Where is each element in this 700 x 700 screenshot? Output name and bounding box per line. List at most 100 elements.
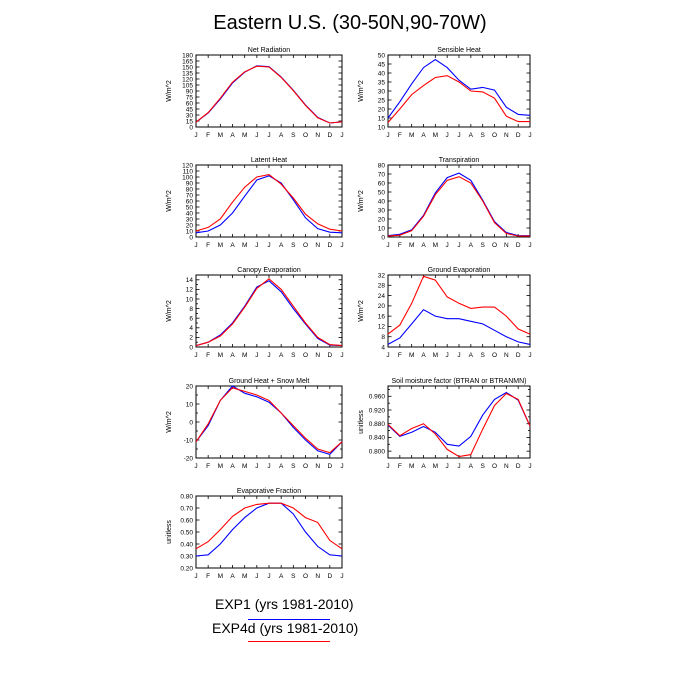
x-tick-label: J xyxy=(267,573,270,580)
x-tick-label: S xyxy=(480,132,485,139)
x-tick-label: A xyxy=(279,352,284,359)
y-axis-label: W/m^2 xyxy=(166,411,173,433)
y-tick-label: 50 xyxy=(186,204,194,211)
legend-line-exp1 xyxy=(248,619,330,620)
x-tick-label: J xyxy=(340,463,343,470)
x-tick-label: J xyxy=(457,242,460,249)
x-tick-label: J xyxy=(446,463,449,470)
y-tick-label: 40 xyxy=(378,198,386,205)
x-tick-label: J xyxy=(386,132,389,139)
x-tick-label: D xyxy=(327,463,332,470)
x-tick-label: M xyxy=(433,352,438,359)
y-tick-label: 0 xyxy=(381,234,385,241)
x-tick-label: M xyxy=(242,573,247,580)
y-tick-label: 35 xyxy=(378,79,386,86)
x-tick-label: M xyxy=(433,242,438,249)
y-tick-label: 0 xyxy=(189,124,193,131)
y-tick-label: 0.30 xyxy=(180,553,193,560)
y-tick-label: 20 xyxy=(378,216,386,223)
x-tick-label: O xyxy=(492,463,497,470)
y-tick-label: 10 xyxy=(186,228,194,235)
y-tick-label: 0.880 xyxy=(369,421,386,428)
plot-frame xyxy=(387,385,531,459)
y-tick-label: 14 xyxy=(186,277,194,284)
x-tick-label: D xyxy=(516,463,521,470)
y-tick-label: 70 xyxy=(186,192,194,199)
y-tick-label: 8 xyxy=(381,334,385,341)
x-tick-label: O xyxy=(303,352,308,359)
y-axis-label: W/m^2 xyxy=(358,190,365,212)
chart-panel: Soil moisture factor (BTRAN or BTRANMN) J… xyxy=(358,378,532,470)
x-tick-label: D xyxy=(327,132,332,139)
x-tick-label: F xyxy=(398,352,402,359)
plot-frame xyxy=(387,54,531,128)
x-tick-label: M xyxy=(218,352,223,359)
x-tick-label: N xyxy=(504,463,509,470)
y-tick-label: 40 xyxy=(186,210,194,217)
x-tick-label: A xyxy=(230,352,235,359)
x-tick-label: M xyxy=(218,573,223,580)
y-tick-label: 10 xyxy=(378,225,386,232)
y-tick-label: 0.920 xyxy=(369,407,386,414)
x-tick-label: S xyxy=(291,242,296,249)
x-tick-label: J xyxy=(446,242,449,249)
x-tick-label: J xyxy=(457,132,460,139)
y-axis-label: W/m^2 xyxy=(358,300,365,322)
x-tick-label: J xyxy=(457,463,460,470)
y-tick-label: 120 xyxy=(182,76,193,83)
y-tick-label: 120 xyxy=(182,162,193,169)
x-tick-label: O xyxy=(303,242,308,249)
y-tick-label: 105 xyxy=(182,82,193,89)
y-tick-label: -10 xyxy=(184,437,194,444)
x-tick-label: D xyxy=(516,132,521,139)
y-tick-label: 150 xyxy=(182,64,193,71)
x-tick-label: N xyxy=(504,242,509,249)
x-tick-label: N xyxy=(315,352,320,359)
y-tick-label: 0.20 xyxy=(180,565,193,572)
y-tick-label: 50 xyxy=(378,52,386,59)
x-tick-label: D xyxy=(327,242,332,249)
x-tick-label: F xyxy=(206,242,210,249)
series-line-exp1 xyxy=(387,309,531,345)
x-tick-label: A xyxy=(230,573,235,580)
x-tick-label: J xyxy=(446,132,449,139)
x-tick-label: A xyxy=(279,573,284,580)
x-tick-label: S xyxy=(291,352,296,359)
y-tick-label: 30 xyxy=(186,216,194,223)
y-tick-label: 30 xyxy=(378,207,386,214)
x-tick-label: N xyxy=(315,242,320,249)
x-tick-label: J xyxy=(255,352,258,359)
x-tick-label: O xyxy=(303,573,308,580)
x-tick-label: M xyxy=(218,132,223,139)
y-tick-label: 0 xyxy=(189,419,193,426)
y-tick-label: 30 xyxy=(378,88,386,95)
y-tick-label: 0 xyxy=(189,234,193,241)
series-line-exp4d xyxy=(195,387,343,454)
y-tick-label: 20 xyxy=(378,303,386,310)
series-line-exp4d xyxy=(387,176,530,237)
x-tick-label: O xyxy=(492,352,497,359)
y-tick-label: 10 xyxy=(378,124,386,131)
y-tick-label: 45 xyxy=(378,61,386,68)
chart-title: Soil moisture factor (BTRAN or BTRANMN) xyxy=(392,378,527,385)
x-tick-label: A xyxy=(421,242,426,249)
y-tick-label: 10 xyxy=(186,296,194,303)
y-tick-label: 32 xyxy=(378,272,386,279)
x-tick-label: F xyxy=(206,352,210,359)
x-tick-label: A xyxy=(230,132,235,139)
y-tick-label: 0.60 xyxy=(180,517,193,524)
x-tick-label: F xyxy=(398,132,402,139)
x-tick-label: J xyxy=(528,352,531,359)
series-line-exp1 xyxy=(387,172,530,237)
y-tick-label: 100 xyxy=(182,174,193,181)
y-tick-label: 0.960 xyxy=(369,394,386,401)
x-tick-label: D xyxy=(516,352,521,359)
x-tick-label: A xyxy=(279,463,284,470)
x-tick-label: J xyxy=(267,463,270,470)
y-axis-label: W/m^2 xyxy=(166,80,173,102)
series-line-exp4d xyxy=(387,75,530,123)
x-tick-label: O xyxy=(303,132,308,139)
series-line-exp1 xyxy=(387,58,531,119)
